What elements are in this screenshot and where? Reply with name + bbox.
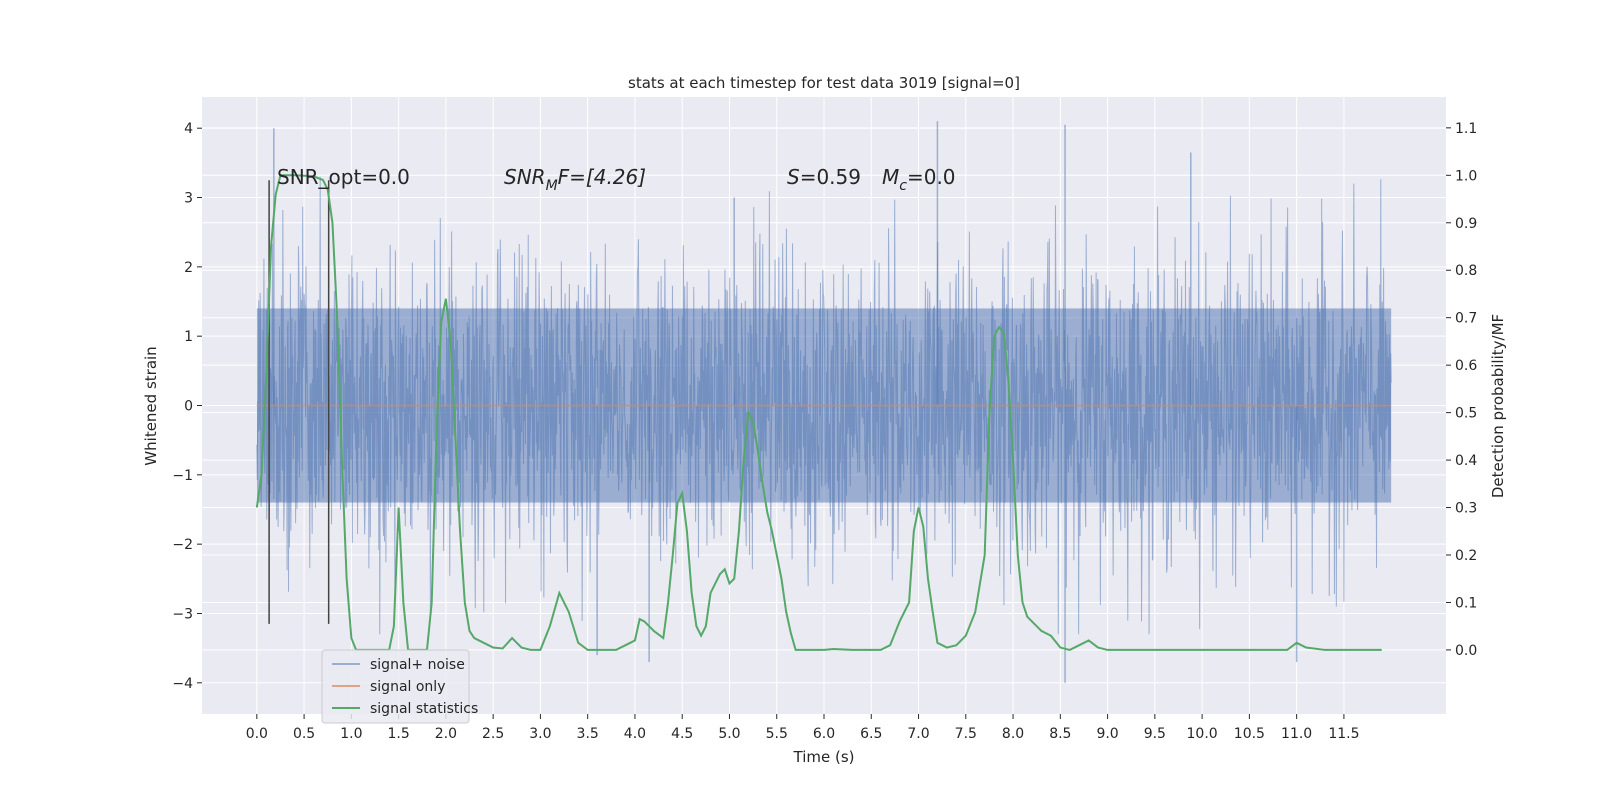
y-right-tick-label: 0.8 [1455, 263, 1477, 279]
legend: signal+ noise signal only signal statist… [321, 649, 478, 724]
legend-box [321, 649, 470, 724]
x-tick-label: 8.0 [1002, 726, 1024, 742]
x-tick-label: 3.5 [577, 726, 599, 742]
x-tick-label: 0.5 [293, 726, 315, 742]
annotation-s: S=0.59 [787, 165, 861, 189]
y-right-tick-label: 0.5 [1455, 406, 1477, 422]
x-tick-label: 6.5 [860, 726, 882, 742]
y-right-tick-label: 0.6 [1455, 358, 1477, 374]
x-tick-label: 11.5 [1328, 726, 1359, 742]
chart-title: stats at each timestep for test data 301… [628, 74, 1020, 92]
y-right-tick-label: 0.2 [1455, 548, 1477, 564]
y-tick-label: 1 [184, 329, 193, 345]
x-tick-label: 8.5 [1049, 726, 1071, 742]
x-tick-label: 9.0 [1096, 726, 1118, 742]
y-right-tick-label: 0.0 [1455, 643, 1477, 659]
x-axis-label: Time (s) [793, 748, 855, 766]
y-right-tick-label: 1.1 [1455, 121, 1477, 137]
y-axis-ticks: 4 3 2 1 0 −1 −2 −3 −4 [172, 121, 202, 692]
x-axis-ticks: 0.0 0.5 1.0 1.5 2.0 2.5 3.0 3.5 4.0 4.5 5.0 5.5 6.0 6… [246, 714, 1359, 742]
y-right-tick-label: 0.1 [1455, 595, 1477, 611]
annotation-snr-opt: SNR_opt=0.0 [277, 165, 410, 189]
y-tick-label: 4 [184, 121, 193, 137]
legend-label-signal-only: signal only [370, 679, 445, 695]
y-tick-label: 0 [184, 399, 193, 415]
y-tick-label: −3 [172, 606, 193, 622]
x-tick-label: 7.0 [907, 726, 929, 742]
annotation-mc: Mc=0.0 [882, 165, 956, 194]
x-tick-label: 3.0 [529, 726, 551, 742]
x-tick-label: 4.5 [671, 726, 693, 742]
x-tick-label: 9.5 [1144, 726, 1166, 742]
x-tick-label: 10.5 [1234, 726, 1265, 742]
x-tick-label: 5.5 [766, 726, 788, 742]
x-tick-label: 4.0 [624, 726, 646, 742]
y-right-tick-label: 0.9 [1455, 216, 1477, 232]
x-tick-label: 10.0 [1187, 726, 1218, 742]
x-tick-label: 2.0 [435, 726, 457, 742]
y-right-axis-ticks: 1.1 1.0 0.9 0.8 0.7 0.6 0.5 0.4 0.3 0.2 0.1 0.0 [1446, 121, 1477, 659]
series-signal-statistics [255, 174, 1382, 651]
x-tick-label: 1.0 [340, 726, 362, 742]
y-right-axis-label: Detection probability/MF [1489, 314, 1507, 498]
x-tick-label: 0.0 [246, 726, 268, 742]
y-tick-label: 3 [184, 191, 193, 207]
y-right-tick-label: 1.0 [1455, 168, 1477, 184]
y-tick-label: 2 [184, 260, 193, 276]
x-tick-label: 11.0 [1281, 726, 1312, 742]
legend-label-signal-noise: signal+ noise [370, 657, 465, 673]
annotation-snr-mf: SNRMF=[4.26] [504, 165, 646, 194]
x-tick-label: 5.0 [718, 726, 740, 742]
y-right-tick-label: 0.3 [1455, 501, 1477, 517]
x-tick-label: 2.5 [482, 726, 504, 742]
y-right-tick-label: 0.4 [1455, 453, 1477, 469]
y-axis-label: Whitened strain [142, 346, 160, 465]
vertical-markers [268, 180, 330, 624]
x-tick-label: 1.5 [387, 726, 409, 742]
y-tick-label: −2 [172, 537, 193, 553]
y-tick-label: −1 [172, 468, 193, 484]
y-tick-label: −4 [172, 676, 193, 692]
legend-label-signal-statistics: signal statistics [370, 701, 478, 717]
y-right-tick-label: 0.7 [1455, 311, 1477, 327]
signal-statistics-line [255, 174, 1382, 651]
x-tick-label: 6.0 [813, 726, 835, 742]
x-tick-label: 7.5 [955, 726, 977, 742]
